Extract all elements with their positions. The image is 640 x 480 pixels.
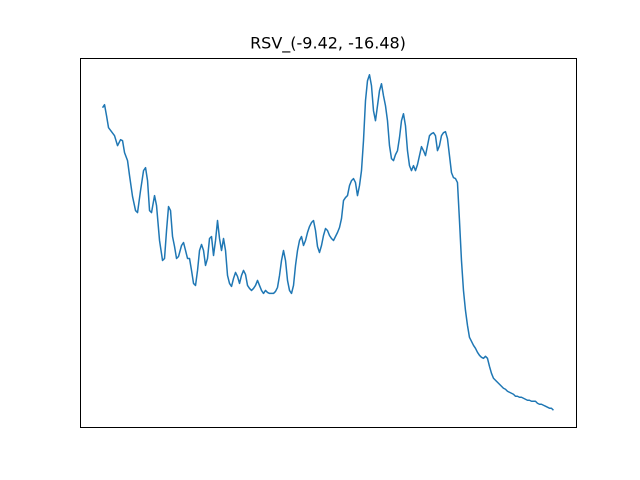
chart-title: RSV_(-9.42, -16.48) xyxy=(250,34,406,54)
data-line xyxy=(101,74,554,411)
axes-frame xyxy=(80,58,577,428)
